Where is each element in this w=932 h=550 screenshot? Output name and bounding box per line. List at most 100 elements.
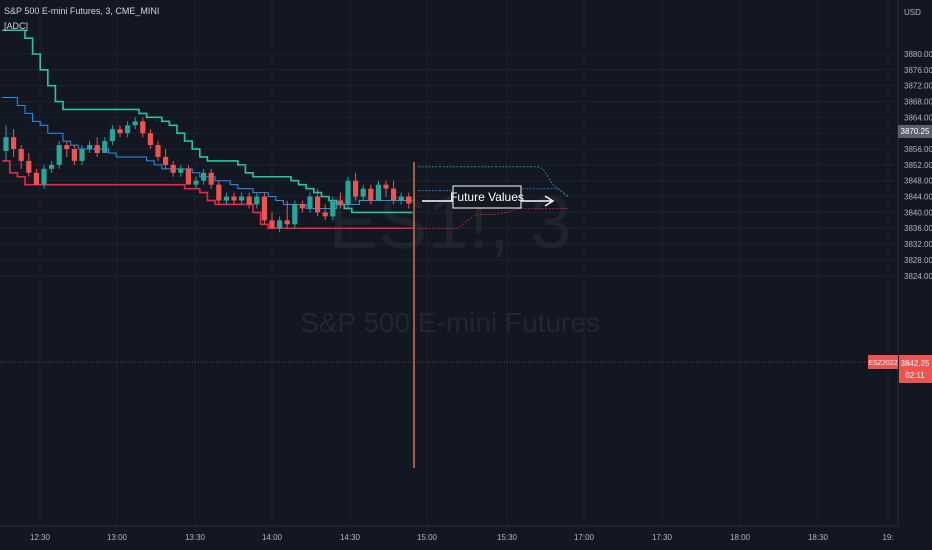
candle-body bbox=[330, 200, 336, 217]
upper-price-marker: 3870.25 bbox=[898, 125, 932, 138]
candle[interactable] bbox=[41, 164, 47, 189]
candle[interactable] bbox=[163, 149, 169, 169]
candle-body bbox=[71, 149, 77, 161]
candle[interactable] bbox=[64, 141, 70, 157]
candle[interactable] bbox=[79, 145, 85, 165]
candle-body bbox=[368, 188, 374, 201]
candle[interactable] bbox=[383, 180, 389, 197]
candle[interactable] bbox=[170, 160, 176, 177]
candle-body bbox=[277, 220, 283, 229]
candle-body bbox=[102, 141, 108, 153]
candle[interactable] bbox=[337, 192, 343, 209]
price-tick-label: 3832.00 bbox=[904, 240, 932, 249]
price-tick-label: 3824.00 bbox=[904, 272, 932, 281]
time-tick-label: 17:00 bbox=[574, 533, 595, 542]
candle[interactable] bbox=[368, 184, 374, 205]
candle[interactable] bbox=[185, 164, 191, 185]
candle[interactable] bbox=[87, 141, 93, 153]
candle-body bbox=[155, 145, 161, 157]
candle-body bbox=[26, 160, 32, 173]
candle-body bbox=[322, 212, 328, 217]
candle[interactable] bbox=[216, 180, 222, 205]
candle[interactable] bbox=[307, 192, 313, 213]
candle[interactable] bbox=[292, 200, 298, 229]
candle-body bbox=[261, 196, 267, 221]
candle[interactable] bbox=[239, 192, 245, 205]
candle[interactable] bbox=[322, 204, 328, 221]
candle[interactable] bbox=[18, 145, 24, 169]
future-lower-line bbox=[418, 207, 568, 229]
countdown: 02:11 bbox=[905, 371, 925, 380]
candle[interactable] bbox=[330, 196, 336, 221]
candle[interactable] bbox=[284, 200, 290, 229]
candle-body bbox=[360, 188, 366, 197]
candle[interactable] bbox=[231, 192, 237, 205]
candle[interactable] bbox=[26, 153, 32, 177]
candle-body bbox=[391, 188, 397, 201]
candle-body bbox=[109, 129, 115, 142]
candle[interactable] bbox=[125, 121, 131, 138]
candle-body bbox=[292, 204, 298, 225]
candle[interactable] bbox=[406, 192, 412, 209]
candle[interactable] bbox=[254, 192, 260, 209]
candle-body bbox=[33, 172, 39, 185]
candle[interactable] bbox=[391, 180, 397, 205]
candle[interactable] bbox=[109, 125, 115, 146]
candle-body bbox=[201, 172, 207, 181]
candle-body bbox=[64, 145, 70, 150]
candle-body bbox=[216, 184, 222, 201]
candle[interactable] bbox=[49, 160, 55, 173]
candle[interactable] bbox=[360, 184, 366, 201]
candle[interactable] bbox=[277, 216, 283, 233]
candle[interactable] bbox=[178, 164, 184, 177]
price-axis[interactable]: USD 3880.00 3876.00 3872.00 3868.00 3864.00 3… bbox=[868, 0, 932, 526]
time-axis-bg bbox=[0, 526, 932, 550]
candles[interactable] bbox=[3, 117, 412, 233]
candle[interactable] bbox=[102, 137, 108, 153]
watermark-name: S&P 500 E-mini Futures bbox=[300, 307, 600, 338]
candle[interactable] bbox=[353, 172, 359, 201]
candle[interactable] bbox=[246, 192, 252, 209]
time-axis[interactable]: 12:30 13:00 13:30 14:00 14:30 15:00 15:30 17:00… bbox=[0, 525, 932, 550]
candle[interactable] bbox=[315, 188, 321, 217]
price-tick-label: 3876.00 bbox=[904, 66, 932, 75]
candle[interactable] bbox=[398, 192, 404, 205]
arrow-head-icon bbox=[544, 195, 555, 207]
candle[interactable] bbox=[132, 117, 138, 130]
candle[interactable] bbox=[223, 192, 229, 205]
candle[interactable] bbox=[3, 125, 9, 161]
candle-body bbox=[353, 180, 359, 197]
candle[interactable] bbox=[56, 141, 62, 169]
price-tick-label: 3872.00 bbox=[904, 82, 932, 91]
candle[interactable] bbox=[193, 176, 199, 189]
candle[interactable] bbox=[33, 168, 39, 185]
candle[interactable] bbox=[117, 125, 123, 138]
indicator-label[interactable]: [ADC] bbox=[4, 21, 29, 31]
candle[interactable] bbox=[375, 180, 381, 201]
candle-body bbox=[18, 149, 24, 161]
future-values-annotation[interactable]: Future Values bbox=[422, 185, 555, 209]
price-tick-label: 3840.00 bbox=[904, 208, 932, 217]
candle[interactable] bbox=[345, 176, 351, 209]
candle[interactable] bbox=[155, 141, 161, 161]
last-price-tag: ESZ2022 3842.25 02:11 bbox=[868, 355, 932, 383]
price-tick-label: 3880.00 bbox=[904, 50, 932, 59]
candle[interactable] bbox=[11, 129, 17, 157]
ticker-tag: ESZ2022 bbox=[868, 360, 897, 367]
candle[interactable] bbox=[269, 212, 275, 229]
symbol-title[interactable]: S&P 500 E-mini Futures, 3, CME_MINI bbox=[4, 6, 160, 16]
price-tick-label: 3868.00 bbox=[904, 98, 932, 107]
candle[interactable] bbox=[94, 137, 100, 157]
candle[interactable] bbox=[71, 145, 77, 165]
candle[interactable] bbox=[261, 192, 267, 225]
candle[interactable] bbox=[299, 200, 305, 213]
price-tick-label: 3836.00 bbox=[904, 224, 932, 233]
candle[interactable] bbox=[208, 168, 214, 189]
candle[interactable] bbox=[140, 117, 146, 138]
time-tick-label: 13:30 bbox=[185, 533, 206, 542]
chart-header: S&P 500 E-mini Futures, 3, CME_MINI [ADC… bbox=[4, 4, 159, 34]
ticker-tag-bg bbox=[868, 355, 898, 369]
candle[interactable] bbox=[201, 168, 207, 185]
candle[interactable] bbox=[147, 129, 153, 150]
